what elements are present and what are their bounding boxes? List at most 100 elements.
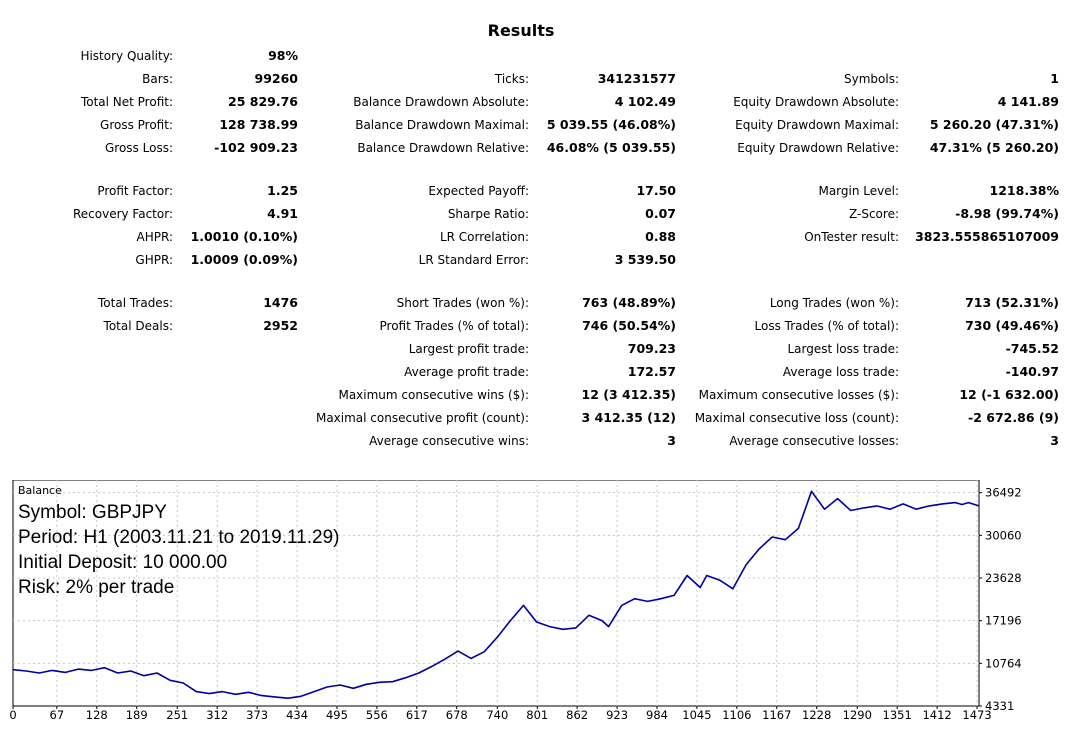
margin-level-label: Margin Level: <box>818 184 899 198</box>
total-net-profit-value: 25 829.76 <box>228 94 298 109</box>
long-trades-value: 713 (52.31%) <box>965 295 1059 310</box>
lr-standard-error-label: LR Standard Error: <box>418 253 529 267</box>
balance-drawdown-absolute-value: 4 102.49 <box>614 94 676 109</box>
bars-label: Bars: <box>142 72 173 86</box>
x-tick-label: 556 <box>366 708 388 722</box>
average-profit-trade-value: 172.57 <box>627 364 676 379</box>
total-net-profit-label: Total Net Profit: <box>80 95 173 109</box>
equity-drawdown-absolute-value: 4 141.89 <box>997 94 1059 109</box>
x-tick-label: 189 <box>126 708 148 722</box>
largest-loss-trade-label: Largest loss trade: <box>787 342 899 356</box>
x-tick-label: 1412 <box>922 708 951 722</box>
sharpe-ratio-value: 0.07 <box>645 206 676 221</box>
balance-chart-svg: 0 67 128 189 251 312 373 434 495 556 617 678 740 801 8… <box>9 480 1022 722</box>
x-tick-label: 434 <box>286 708 308 722</box>
x-tick-label: 617 <box>406 708 428 722</box>
sharpe-ratio-label: Sharpe Ratio: <box>447 207 529 221</box>
x-tick-label: 0 <box>9 708 16 722</box>
x-tick-label: 1167 <box>762 708 791 722</box>
chart-annotation: Symbol: GBPJPY <box>18 502 167 523</box>
ticks-value: 341231577 <box>597 71 676 86</box>
balance-drawdown-relative-label: Balance Drawdown Relative: <box>357 141 529 155</box>
average-loss-trade-label: Average loss trade: <box>782 365 899 379</box>
x-tick-label: 1228 <box>802 708 831 722</box>
balance-drawdown-maximal-label: Balance Drawdown Maximal: <box>355 118 529 132</box>
ticks-label: Ticks: <box>494 72 529 86</box>
z-score-label: Z-Score: <box>849 207 899 221</box>
y-tick-label: 36492 <box>985 486 1022 500</box>
x-tick-label: 678 <box>446 708 468 722</box>
loss-trades-label: Loss Trades (% of total): <box>754 319 900 333</box>
max-consecutive-losses-label: Maximum consecutive losses ($): <box>698 388 899 402</box>
gross-profit-value: 128 738.99 <box>219 117 298 132</box>
average-consecutive-losses-label: Average consecutive losses: <box>729 434 899 448</box>
long-trades-label: Long Trades (won %): <box>769 296 899 310</box>
short-trades-value: 763 (48.89%) <box>582 295 676 310</box>
chart-annotation: Period: H1 (2003.11.21 to 2019.11.29) <box>18 527 339 548</box>
bars-value: 99260 <box>254 71 299 86</box>
average-consecutive-wins-label: Average consecutive wins: <box>369 434 529 448</box>
x-tick-label: 1045 <box>682 708 711 722</box>
average-consecutive-losses-value: 3 <box>1050 433 1059 448</box>
symbols-value: 1 <box>1050 71 1059 86</box>
profit-factor-label: Profit Factor: <box>97 184 173 198</box>
y-tick-label: 17196 <box>985 614 1022 628</box>
ontester-result-label: OnTester result: <box>804 230 899 244</box>
chart-frame <box>12 480 980 707</box>
largest-profit-trade-value: 709.23 <box>627 341 676 356</box>
profit-trades-label: Profit Trades (% of total): <box>379 319 529 333</box>
y-tick-label: 23628 <box>985 571 1022 585</box>
total-trades-label: Total Trades: <box>98 296 173 310</box>
maximal-consecutive-profit-value: 3 412.35 (12) <box>581 410 676 425</box>
average-loss-trade-value: -140.97 <box>1005 364 1059 379</box>
chart-annotation: Risk: 2% per trade <box>18 577 174 598</box>
lr-correlation-value: 0.88 <box>645 229 676 244</box>
equity-drawdown-relative-value: 47.31% (5 260.20) <box>929 140 1059 155</box>
largest-profit-trade-label: Largest profit trade: <box>408 342 529 356</box>
x-tick-label: 67 <box>50 708 65 722</box>
x-tick-label: 128 <box>86 708 108 722</box>
lr-standard-error-value: 3 539.50 <box>614 252 676 267</box>
gross-loss-label: Gross Loss: <box>105 141 173 155</box>
x-tick-label: 373 <box>246 708 268 722</box>
results-title: Results <box>487 21 555 40</box>
x-tick-label: 495 <box>326 708 348 722</box>
equity-drawdown-absolute-label: Equity Drawdown Absolute: <box>733 95 899 109</box>
short-trades-label: Short Trades (won %): <box>396 296 529 310</box>
balance-drawdown-relative-value: 46.08% (5 039.55) <box>546 140 676 155</box>
x-tick-label: 923 <box>606 708 628 722</box>
max-consecutive-wins-value: 12 (3 412.35) <box>581 387 676 402</box>
x-tick-label: 801 <box>526 708 548 722</box>
z-score-value: -8.98 (99.74%) <box>955 206 1059 221</box>
gross-profit-label: Gross Profit: <box>100 118 173 132</box>
profit-trades-value: 746 (50.54%) <box>582 318 676 333</box>
balance-drawdown-maximal-value: 5 039.55 (46.08%) <box>546 117 676 132</box>
margin-level-value: 1218.38% <box>989 183 1059 198</box>
equity-drawdown-maximal-value: 5 260.20 (47.31%) <box>929 117 1059 132</box>
symbols-label: Symbols: <box>844 72 899 86</box>
maximal-consecutive-loss-value: -2 672.86 (9) <box>968 410 1059 425</box>
history-quality-label: History Quality: <box>80 49 173 63</box>
ahpr-value: 1.0010 (0.10%) <box>190 229 298 244</box>
balance-chart: 0 67 128 189 251 312 373 434 495 556 617 678 740 801 8… <box>0 480 1082 740</box>
y-tick-label: 30060 <box>985 528 1022 542</box>
x-tick-label: 1351 <box>883 708 912 722</box>
y-tick-label: 10764 <box>985 656 1022 670</box>
largest-loss-trade-value: -745.52 <box>1005 341 1059 356</box>
x-tick-label: 1290 <box>843 708 872 722</box>
expected-payoff-value: 17.50 <box>636 183 676 198</box>
ontester-result-value: 3823.555865107009 <box>915 229 1059 244</box>
x-tick-label: 984 <box>646 708 668 722</box>
maximal-consecutive-profit-label: Maximal consecutive profit (count): <box>315 411 529 425</box>
recovery-factor-value: 4.91 <box>267 206 298 221</box>
lr-correlation-label: LR Correlation: <box>439 230 529 244</box>
max-consecutive-wins-label: Maximum consecutive wins ($): <box>338 388 529 402</box>
profit-factor-value: 1.25 <box>267 183 298 198</box>
chart-annotation: Initial Deposit: 10 000.00 <box>18 552 227 573</box>
total-deals-label: Total Deals: <box>103 319 173 333</box>
x-tick-label: 862 <box>566 708 588 722</box>
x-tick-label: 312 <box>206 708 228 722</box>
chart-panel-label: Balance <box>18 484 62 497</box>
history-quality-value: 98% <box>268 48 298 63</box>
equity-drawdown-maximal-label: Equity Drawdown Maximal: <box>735 118 899 132</box>
